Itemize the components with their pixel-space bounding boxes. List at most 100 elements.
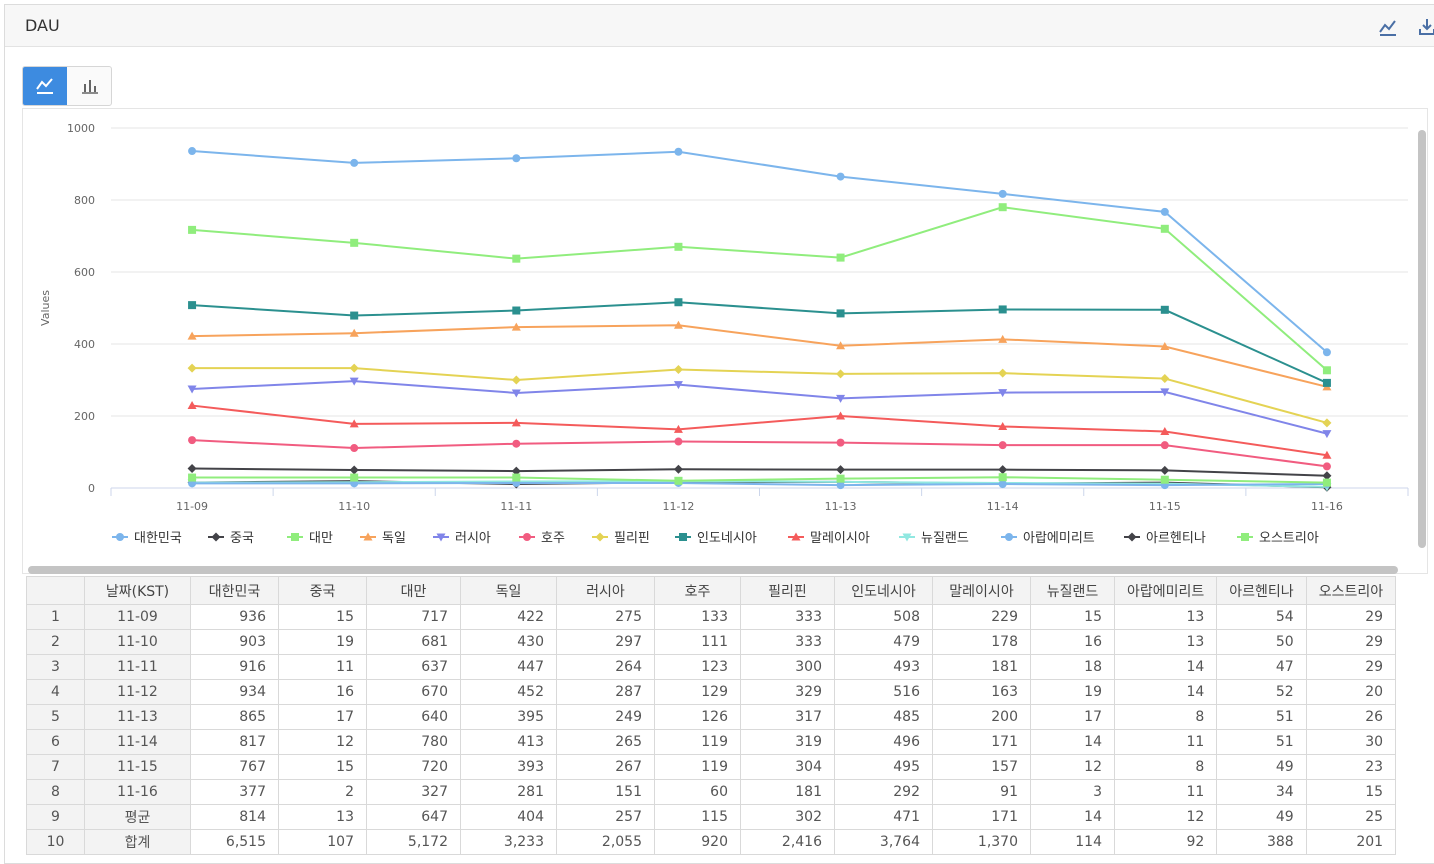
value-cell: 16 [278,679,367,705]
value-cell: 817 [190,729,279,755]
row-number: 3 [26,654,85,680]
legend-item[interactable]: 뉴질랜드 [899,531,969,546]
row-number: 10 [26,829,85,855]
series-line [192,480,1327,488]
legend-item[interactable]: 아르헨티나 [1124,531,1206,546]
legend-label: 인도네시아 [697,531,757,546]
column-header[interactable]: 호주 [654,576,741,605]
value-cell: 17 [1030,704,1115,730]
data-point [836,465,846,475]
table-row: 1 11-09 936 15 717 422 275 133 333 508 229 15 13 54 29 [26,604,1397,630]
legend-item[interactable]: 오스트리아 [1237,531,1319,546]
column-header[interactable] [26,576,85,605]
row-number: 2 [26,629,85,655]
data-point [1160,441,1169,450]
legend-item[interactable]: 인도네시아 [675,531,757,546]
chart-panel [22,108,1428,574]
value-cell: 115 [654,804,741,830]
value-cell: 319 [740,729,835,755]
column-header[interactable]: 뉴질랜드 [1030,576,1115,605]
value-cell: 18 [1030,654,1115,680]
series-line [191,206,1328,372]
legend-label: 독일 [382,531,406,546]
value-cell: 181 [740,779,835,805]
value-cell: 292 [834,779,933,805]
value-cell: 51 [1216,729,1307,755]
data-point [836,369,846,379]
legend-item[interactable]: 러시아 [433,531,491,546]
row-number: 1 [26,604,85,630]
data-point [998,189,1007,198]
line-view-button[interactable] [23,67,67,105]
series-line [192,476,1327,484]
legend-marker [363,532,373,541]
legend-item[interactable]: 대한민국 [112,531,182,546]
data-point [673,464,683,474]
horizontal-scrollbar[interactable] [28,566,1398,574]
column-header[interactable]: 독일 [460,576,557,605]
value-cell: 249 [556,704,655,730]
column-header[interactable]: 중국 [278,576,367,605]
x-tick-label: 11-10 [338,500,370,513]
legend-item[interactable]: 말레이시아 [788,531,870,546]
value-cell: 29 [1305,654,1397,680]
value-cell: 29 [1305,629,1397,655]
table-row: 5 11-13 865 17 640 395 249 126 317 485 200 17 8 51 26 [26,704,1397,730]
data-point [836,172,845,181]
value-cell: 26 [1305,704,1397,730]
data-point [1160,388,1170,397]
bar-view-button[interactable] [68,67,111,105]
date-cell: 11-14 [84,729,191,755]
legend-marker [1005,533,1013,541]
row-number: 9 [26,804,85,830]
x-tick-label: 11-09 [176,500,208,513]
data-point [511,375,521,385]
legend-marker [595,532,605,542]
value-cell: 327 [366,779,461,805]
value-cell: 119 [654,754,741,780]
legend-item[interactable]: 대만 [287,531,333,546]
data-point [998,368,1008,378]
vertical-scrollbar[interactable] [1418,130,1426,548]
value-cell: 281 [460,779,557,805]
column-header[interactable]: 러시아 [556,576,655,605]
data-point [998,389,1008,398]
column-header[interactable]: 오스트리아 [1305,576,1397,605]
panel-header: DAU [5,5,1434,47]
column-header[interactable]: 아랍에미리트 [1113,576,1218,605]
column-header[interactable]: 대한민국 [190,576,279,605]
data-point [188,436,197,445]
data-point [187,331,197,340]
legend-item[interactable]: 아랍에미리트 [1001,531,1095,546]
value-cell: 2 [278,779,367,805]
data-point [511,322,521,331]
data-point [998,441,1007,450]
value-cell: 780 [366,729,461,755]
data-point [673,424,683,433]
data-point [998,203,1007,212]
value-cell: 430 [460,629,557,655]
table-row: 7 11-15 767 15 720 393 267 119 304 495 157 12 8 49 23 [26,754,1397,780]
data-point [350,238,359,247]
download-icon[interactable] [1417,17,1434,37]
value-cell: 317 [740,704,835,730]
data-point [512,473,521,482]
legend-item[interactable]: 중국 [208,531,254,546]
column-header[interactable]: 날짜(KST) [84,576,191,605]
column-header[interactable]: 필리핀 [740,576,835,605]
date-cell: 11-11 [84,654,191,680]
date-cell: 11-13 [84,704,191,730]
column-header[interactable]: 말레이시아 [932,576,1031,605]
column-header[interactable]: 인도네시아 [834,576,933,605]
legend-item[interactable]: 호주 [519,531,565,546]
column-header[interactable]: 아르헨티나 [1216,576,1307,605]
line-chart-icon[interactable] [1378,17,1398,37]
column-header[interactable]: 대만 [366,576,461,605]
value-cell: 377 [190,779,279,805]
data-point [1160,426,1170,435]
data-point [998,480,1007,489]
legend-item[interactable]: 독일 [360,531,406,546]
row-number: 5 [26,704,85,730]
value-cell: 11 [278,654,367,680]
legend-item[interactable]: 필리핀 [592,531,650,546]
